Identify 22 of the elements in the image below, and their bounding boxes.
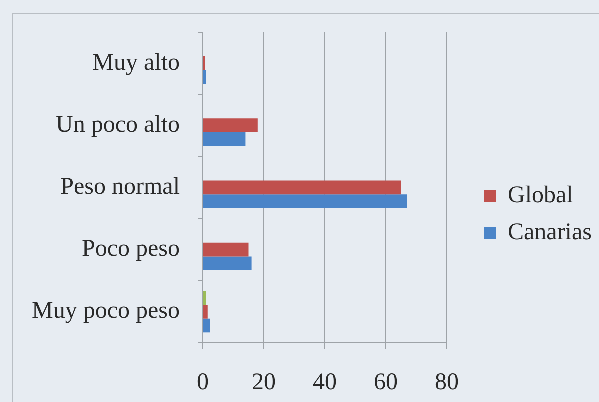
bar [204,132,246,146]
legend-label: Canarias [508,219,592,246]
bar [204,70,206,84]
y-tick-label: Un poco alto [56,112,180,138]
x-tick-label: 40 [313,370,337,396]
bar [204,256,252,271]
bar [204,291,206,306]
x-tick-label: 0 [197,370,209,396]
y-tick-label: Peso normal [60,174,180,200]
x-tick-label: 20 [252,370,276,396]
bar [204,180,402,195]
y-tick-label: Muy alto [92,50,180,76]
bar [204,305,208,319]
bar [204,118,258,132]
bar [204,194,408,208]
bar [204,242,249,257]
x-tick-label: 60 [374,370,398,396]
bar [204,318,210,333]
y-tick-label: Muy poco peso [32,298,180,324]
legend-label: Global [508,182,574,208]
y-tick-label: Poco peso [82,236,180,262]
x-tick-label: 80 [435,370,459,396]
